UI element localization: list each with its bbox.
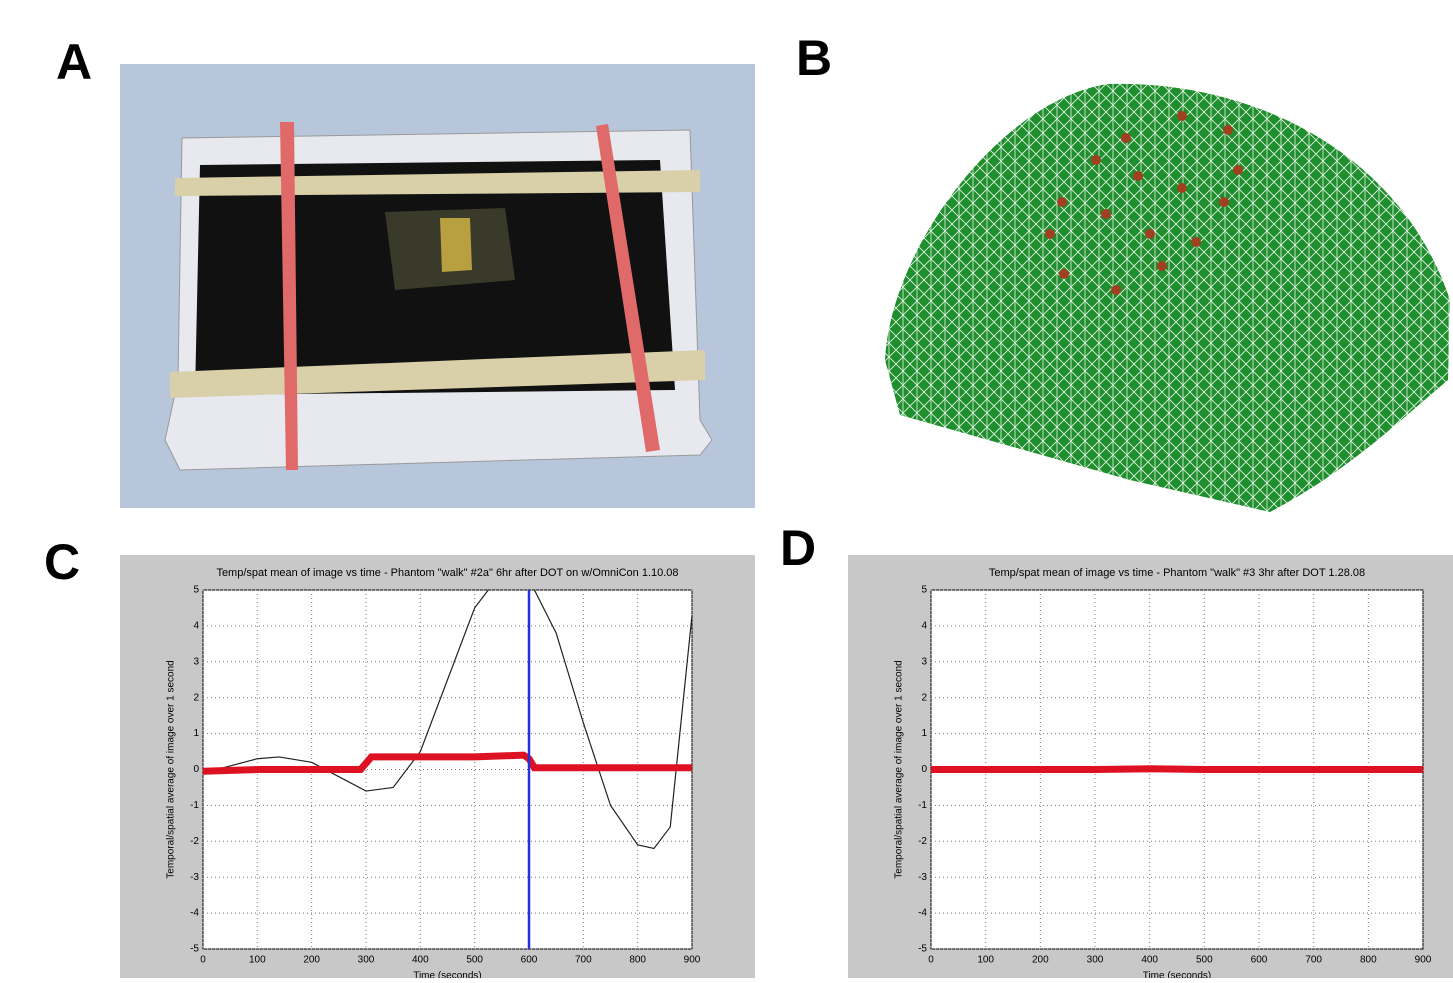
x-tick-label: 700: [1305, 955, 1322, 966]
x-tick-label: 500: [466, 955, 483, 966]
figure: A B C D Temp/spat mean of image vs time …: [0, 0, 1453, 978]
panel-label: D: [780, 520, 816, 576]
y-tick-label: 1: [921, 728, 927, 739]
series-group: [931, 769, 1423, 770]
panel-label: C: [44, 534, 80, 590]
y-tick-label: 0: [921, 764, 927, 775]
x-axis-label: Time (seconds): [413, 971, 482, 978]
chart-title: Temp/spat mean of image vs time - Phanto…: [216, 567, 678, 579]
y-tick-label: -3: [190, 872, 199, 883]
x-tick-label: 900: [684, 955, 701, 966]
chart-title: Temp/spat mean of image vs time - Phanto…: [989, 567, 1365, 579]
x-tick-label: 600: [521, 955, 538, 966]
y-tick-label: 5: [921, 585, 927, 596]
y-tick-label: 4: [193, 621, 199, 632]
photo: [120, 64, 755, 508]
x-tick-label: 400: [1141, 955, 1158, 966]
x-tick-label: 900: [1415, 955, 1432, 966]
x-tick-label: 800: [629, 955, 646, 966]
y-tick-label: -2: [918, 836, 927, 847]
x-tick-label: 500: [1196, 955, 1213, 966]
y-tick-label: -4: [918, 908, 927, 919]
x-tick-label: 0: [928, 955, 934, 966]
x-tick-label: 300: [1087, 955, 1104, 966]
x-tick-label: 0: [200, 955, 206, 966]
y-tick-label: -1: [918, 800, 927, 811]
panel-label: B: [796, 30, 832, 86]
y-tick-label: -2: [190, 836, 199, 847]
x-tick-label: 700: [575, 955, 592, 966]
x-tick-label: 800: [1360, 955, 1377, 966]
x-tick-label: 600: [1251, 955, 1268, 966]
data-line: [931, 769, 1423, 770]
y-axis-label: Temporal/spatial average of image over 1…: [166, 660, 177, 878]
x-tick-label: 200: [303, 955, 320, 966]
y-tick-label: 2: [193, 692, 199, 703]
panel-label: A: [56, 34, 92, 90]
y-tick-label: -5: [918, 944, 927, 955]
mesh: [885, 84, 1450, 512]
y-tick-label: 1: [193, 728, 199, 739]
y-tick-label: 0: [193, 764, 199, 775]
y-tick-label: 5: [193, 585, 199, 596]
y-tick-label: -5: [190, 944, 199, 955]
x-tick-label: 300: [358, 955, 375, 966]
y-tick-label: 2: [921, 692, 927, 703]
x-tick-label: 400: [412, 955, 429, 966]
y-tick-label: 3: [193, 656, 199, 667]
x-tick-label: 100: [977, 955, 994, 966]
y-tick-label: 4: [921, 621, 927, 632]
x-axis-label: Time (seconds): [1143, 971, 1212, 978]
x-tick-label: 200: [1032, 955, 1049, 966]
y-tick-label: -4: [190, 908, 199, 919]
y-tick-label: -1: [190, 800, 199, 811]
y-tick-label: -3: [918, 872, 927, 883]
x-tick-label: 100: [249, 955, 266, 966]
y-tick-label: 3: [921, 656, 927, 667]
y-axis-label: Temporal/spatial average of image over 1…: [894, 660, 905, 878]
